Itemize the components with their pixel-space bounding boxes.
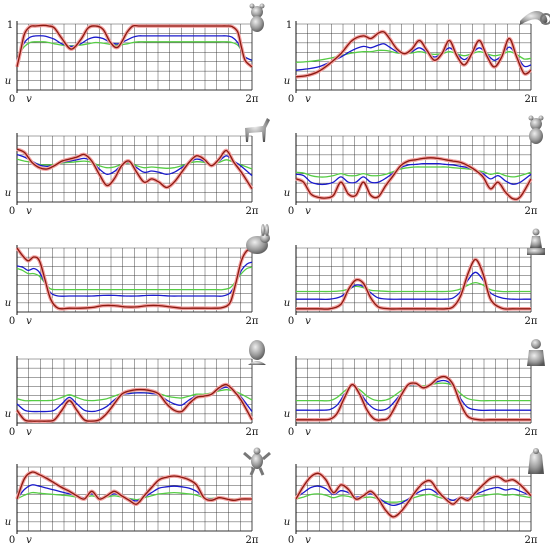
panel-bunny: 0 v 2π u xyxy=(5,224,270,327)
bunny-icon xyxy=(246,224,270,254)
x-axis-letter: v xyxy=(305,206,311,217)
x-tick-end: 2π xyxy=(246,94,259,105)
x-axis-letter: v xyxy=(305,94,311,105)
teddy-bear-icon xyxy=(249,3,265,32)
panel-grid xyxy=(295,358,532,424)
panel-head-bust: 0 v 2π u xyxy=(5,340,266,438)
series-red xyxy=(16,383,253,422)
series-green xyxy=(16,266,253,291)
panel-horse: 0 v 2π u xyxy=(5,118,270,217)
x-axis-letter: v xyxy=(26,535,32,546)
x-tick-start: 0 xyxy=(9,316,15,327)
statue-icon xyxy=(527,228,545,255)
x-tick-start: 0 xyxy=(288,535,294,546)
x-tick-start: 0 xyxy=(9,535,15,546)
series-green xyxy=(296,281,531,293)
x-tick-end: 2π xyxy=(525,316,538,327)
x-tick-start: 0 xyxy=(288,316,294,327)
x-axis-letter: v xyxy=(26,94,32,105)
bust-figure-icon xyxy=(527,339,545,366)
y-axis-letter: u xyxy=(5,517,11,528)
y-axis-letter: u xyxy=(284,298,290,309)
series-red xyxy=(296,375,531,421)
series-blue xyxy=(16,261,253,297)
x-tick-start: 0 xyxy=(9,206,15,217)
series-blue xyxy=(295,43,532,71)
panel-statue: 0 v 2π u xyxy=(284,228,545,327)
series-red xyxy=(295,157,532,200)
x-tick-start: 0 xyxy=(288,206,294,217)
panel-bust-figure: 0 v 2π u xyxy=(284,339,545,438)
x-axis-letter: v xyxy=(305,535,311,546)
series-red xyxy=(16,247,253,310)
series-red xyxy=(295,472,532,518)
bear-icon xyxy=(528,115,544,144)
x-axis-letter: v xyxy=(26,427,32,438)
panel-grid xyxy=(295,247,532,313)
x-tick-end: 2π xyxy=(525,535,538,546)
horn-icon xyxy=(520,11,550,25)
x-tick-end: 2π xyxy=(525,206,538,217)
x-tick-end: 2π xyxy=(525,94,538,105)
y-axis-letter: u xyxy=(5,409,11,420)
series-green xyxy=(16,41,253,61)
series-green xyxy=(295,166,532,178)
series-red xyxy=(16,24,253,68)
x-axis-letter: v xyxy=(305,316,311,327)
x-tick-end: 2π xyxy=(246,316,259,327)
x-tick-start: 0 xyxy=(288,427,294,438)
y-axis-letter: u xyxy=(5,188,11,199)
panel-grid xyxy=(16,23,253,91)
y-tick-top: 1 xyxy=(7,20,13,31)
y-axis-letter: u xyxy=(5,298,11,309)
y-tick-top: 1 xyxy=(286,20,292,31)
y-axis-letter: u xyxy=(284,188,290,199)
panel-sculpture: 0 v 2π u xyxy=(284,448,544,546)
series-green xyxy=(295,49,532,63)
panel-grid xyxy=(16,466,253,532)
x-tick-end: 2π xyxy=(246,427,259,438)
series-blue xyxy=(295,163,532,186)
panel-armadillo: 0 v 2π u xyxy=(5,447,271,546)
x-tick-end: 2π xyxy=(246,535,259,546)
y-axis-letter: u xyxy=(5,76,11,87)
panel-horn: 0 v 2π u 1 xyxy=(284,11,550,105)
x-tick-end: 2π xyxy=(525,427,538,438)
head-bust-icon xyxy=(248,340,266,365)
series-blue xyxy=(16,35,253,61)
y-axis-letter: u xyxy=(284,517,290,528)
sculpture-icon xyxy=(528,448,544,474)
x-axis-letter: v xyxy=(26,316,32,327)
series-red xyxy=(16,471,253,505)
x-tick-start: 0 xyxy=(9,427,15,438)
x-axis-letter: v xyxy=(26,206,32,217)
panel-grid xyxy=(295,23,532,91)
x-axis-letter: v xyxy=(305,427,311,438)
panel-grid xyxy=(295,135,532,203)
horse-icon xyxy=(245,118,270,142)
y-axis-letter: u xyxy=(284,76,290,87)
panel-teddy-bear: 0 v 2π u 1 xyxy=(5,3,265,105)
x-tick-start: 0 xyxy=(288,94,294,105)
series-red xyxy=(296,258,532,310)
series-red xyxy=(16,148,253,190)
panel-bear: 0 v 2π u xyxy=(284,115,544,217)
series-red xyxy=(295,30,532,78)
x-tick-start: 0 xyxy=(9,94,15,105)
y-axis-letter: u xyxy=(284,409,290,420)
x-tick-end: 2π xyxy=(246,206,259,217)
armadillo-icon xyxy=(243,447,271,476)
